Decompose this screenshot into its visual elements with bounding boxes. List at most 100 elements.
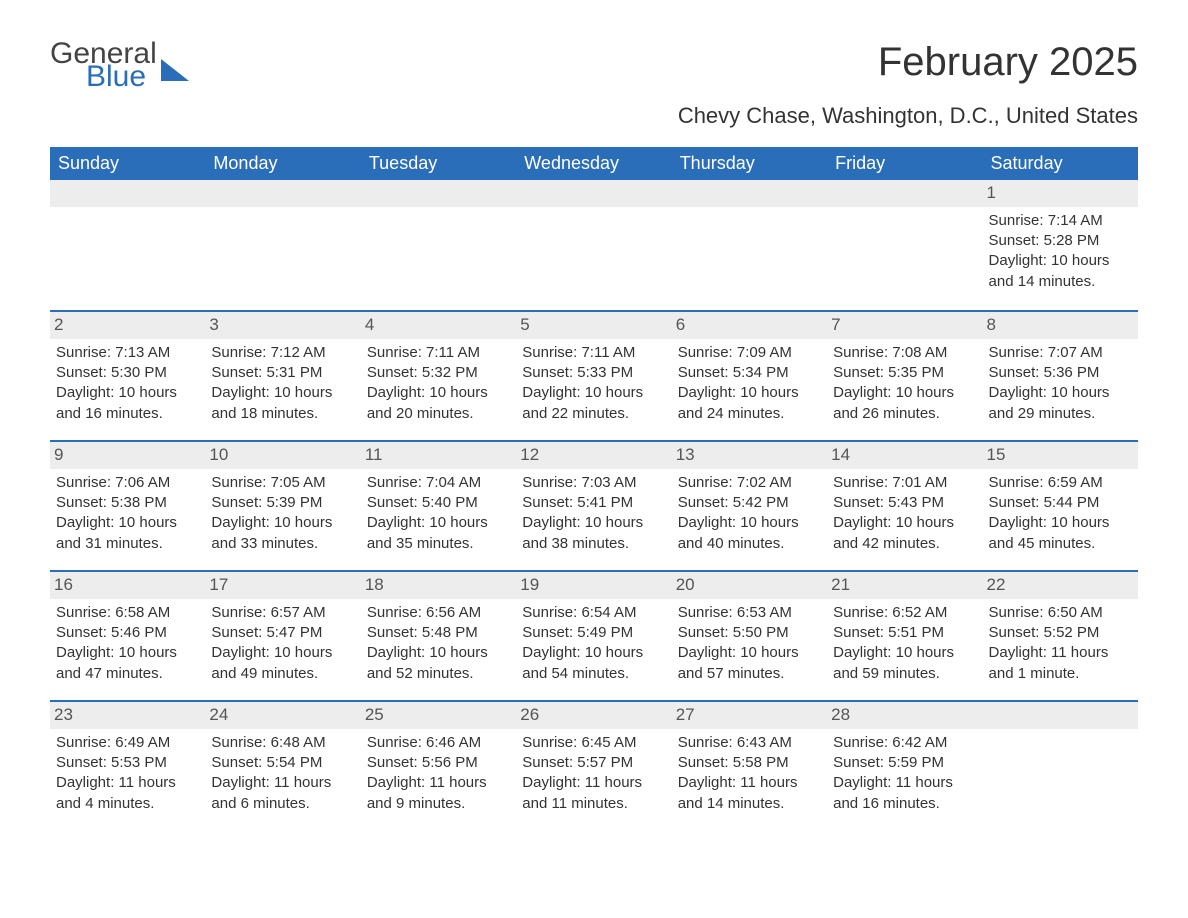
daylight-line: Daylight: 10 hours and 29 minutes.: [989, 383, 1132, 424]
day-number: 7: [827, 312, 982, 339]
sunrise-line: Sunrise: 7:02 AM: [678, 473, 821, 493]
sunset-line: Sunset: 5:46 PM: [56, 623, 199, 643]
calendar: SundayMondayTuesdayWednesdayThursdayFrid…: [50, 147, 1138, 830]
daylight-line: Daylight: 10 hours and 45 minutes.: [989, 513, 1132, 554]
dow-cell: Sunday: [50, 147, 205, 180]
day-number: 2: [50, 312, 205, 339]
calendar-week: 16Sunrise: 6:58 AMSunset: 5:46 PMDayligh…: [50, 570, 1138, 700]
sunrise-line: Sunrise: 7:01 AM: [833, 473, 976, 493]
sunrise-line: Sunrise: 7:06 AM: [56, 473, 199, 493]
daylight-line: Daylight: 11 hours and 1 minute.: [989, 643, 1132, 684]
sunset-line: Sunset: 5:31 PM: [211, 363, 354, 383]
daylight-line: Daylight: 10 hours and 20 minutes.: [367, 383, 510, 424]
daylight-line: Daylight: 10 hours and 54 minutes.: [522, 643, 665, 684]
sunrise-line: Sunrise: 6:53 AM: [678, 603, 821, 623]
logo-text-blue: Blue: [86, 63, 157, 92]
calendar-day: 2Sunrise: 7:13 AMSunset: 5:30 PMDaylight…: [50, 312, 205, 440]
daylight-line: Daylight: 11 hours and 16 minutes.: [833, 773, 976, 814]
sunset-line: Sunset: 5:57 PM: [522, 753, 665, 773]
sunrise-line: Sunrise: 6:46 AM: [367, 733, 510, 753]
sunset-line: Sunset: 5:49 PM: [522, 623, 665, 643]
sunset-line: Sunset: 5:52 PM: [989, 623, 1132, 643]
day-number: 14: [827, 442, 982, 469]
calendar-day: 12 Sunrise: 7:03 AMSunset: 5:41 PMDayligh…: [516, 442, 671, 570]
sunset-line: Sunset: 5:41 PM: [522, 493, 665, 513]
day-number: [672, 180, 827, 207]
sunrise-line: Sunrise: 7:04 AM: [367, 473, 510, 493]
sunset-line: Sunset: 5:34 PM: [678, 363, 821, 383]
sunrise-line: Sunrise: 6:58 AM: [56, 603, 199, 623]
dow-cell: Saturday: [983, 147, 1138, 180]
sunset-line: Sunset: 5:32 PM: [367, 363, 510, 383]
daylight-line: Daylight: 11 hours and 4 minutes.: [56, 773, 199, 814]
daylight-line: Daylight: 10 hours and 40 minutes.: [678, 513, 821, 554]
daylight-line: Daylight: 10 hours and 38 minutes.: [522, 513, 665, 554]
calendar-day: 14Sunrise: 7:01 AMSunset: 5:43 PMDayligh…: [827, 442, 982, 570]
sunset-line: Sunset: 5:38 PM: [56, 493, 199, 513]
calendar-day: 9Sunrise: 7:06 AMSunset: 5:38 PMDaylight…: [50, 442, 205, 570]
logo-triangle-icon: [161, 59, 189, 81]
calendar-day: 6Sunrise: 7:09 AMSunset: 5:34 PMDaylight…: [672, 312, 827, 440]
calendar-week: 23Sunrise: 6:49 AMSunset: 5:53 PMDayligh…: [50, 700, 1138, 830]
daylight-line: Daylight: 10 hours and 52 minutes.: [367, 643, 510, 684]
dow-cell: Tuesday: [361, 147, 516, 180]
calendar-day: 22Sunrise: 6:50 AMSunset: 5:52 PMDayligh…: [983, 572, 1138, 700]
calendar-day: 3Sunrise: 7:12 AMSunset: 5:31 PMDaylight…: [205, 312, 360, 440]
calendar-day: 16Sunrise: 6:58 AMSunset: 5:46 PMDayligh…: [50, 572, 205, 700]
sunset-line: Sunset: 5:42 PM: [678, 493, 821, 513]
calendar-day: 11Sunrise: 7:04 AMSunset: 5:40 PMDayligh…: [361, 442, 516, 570]
daylight-line: Daylight: 10 hours and 14 minutes.: [989, 251, 1132, 292]
calendar-day: 5Sunrise: 7:11 AMSunset: 5:33 PMDaylight…: [516, 312, 671, 440]
calendar-day: [361, 180, 516, 310]
calendar-body: 1Sunrise: 7:14 AMSunset: 5:28 PMDaylight…: [50, 180, 1138, 830]
sunset-line: Sunset: 5:39 PM: [211, 493, 354, 513]
sunrise-line: Sunrise: 7:11 AM: [522, 343, 665, 363]
sunset-line: Sunset: 5:30 PM: [56, 363, 199, 383]
day-number: 12: [516, 442, 671, 469]
sunset-line: Sunset: 5:50 PM: [678, 623, 821, 643]
sunrise-line: Sunrise: 6:59 AM: [989, 473, 1132, 493]
calendar-day: [50, 180, 205, 310]
daylight-line: Daylight: 11 hours and 6 minutes.: [211, 773, 354, 814]
daylight-line: Daylight: 10 hours and 22 minutes.: [522, 383, 665, 424]
sunrise-line: Sunrise: 6:43 AM: [678, 733, 821, 753]
sunrise-line: Sunrise: 7:07 AM: [989, 343, 1132, 363]
day-number: 20: [672, 572, 827, 599]
sunset-line: Sunset: 5:58 PM: [678, 753, 821, 773]
day-number: [516, 180, 671, 207]
sunrise-line: Sunrise: 7:11 AM: [367, 343, 510, 363]
sunrise-line: Sunrise: 7:13 AM: [56, 343, 199, 363]
sunset-line: Sunset: 5:59 PM: [833, 753, 976, 773]
page-title: February 2025: [678, 40, 1138, 85]
sunrise-line: Sunrise: 6:48 AM: [211, 733, 354, 753]
dow-cell: Thursday: [672, 147, 827, 180]
day-number: 6: [672, 312, 827, 339]
day-number: 21: [827, 572, 982, 599]
calendar-day: 20 Sunrise: 6:53 AMSunset: 5:50 PMDayligh…: [672, 572, 827, 700]
calendar-day: 27Sunrise: 6:43 AMSunset: 5:58 PMDayligh…: [672, 702, 827, 830]
location-subtitle: Chevy Chase, Washington, D.C., United St…: [678, 103, 1138, 129]
sunset-line: Sunset: 5:54 PM: [211, 753, 354, 773]
sunrise-line: Sunrise: 7:03 AM: [522, 473, 665, 493]
day-number: [205, 180, 360, 207]
sunset-line: Sunset: 5:35 PM: [833, 363, 976, 383]
day-number: [983, 702, 1138, 729]
sunset-line: Sunset: 5:47 PM: [211, 623, 354, 643]
sunset-line: Sunset: 5:40 PM: [367, 493, 510, 513]
calendar-day: 8Sunrise: 7:07 AMSunset: 5:36 PMDaylight…: [983, 312, 1138, 440]
daylight-line: Daylight: 10 hours and 47 minutes.: [56, 643, 199, 684]
calendar-week: 2 Sunrise: 7:13 AMSunset: 5:30 PM Daylight…: [50, 310, 1138, 440]
calendar-day: 10Sunrise: 7:05 AMSunset: 5:39 PMDayligh…: [205, 442, 360, 570]
day-number: 9: [50, 442, 205, 469]
sunset-line: Sunset: 5:51 PM: [833, 623, 976, 643]
day-number: 3: [205, 312, 360, 339]
sunrise-line: Sunrise: 7:09 AM: [678, 343, 821, 363]
days-of-week-header: SundayMondayTuesdayWednesdayThursdayFrid…: [50, 147, 1138, 180]
day-number: 11: [361, 442, 516, 469]
daylight-line: Daylight: 10 hours and 49 minutes.: [211, 643, 354, 684]
dow-cell: Friday: [827, 147, 982, 180]
sunset-line: Sunset: 5:44 PM: [989, 493, 1132, 513]
day-number: [50, 180, 205, 207]
calendar-day: [672, 180, 827, 310]
daylight-line: Daylight: 10 hours and 57 minutes.: [678, 643, 821, 684]
